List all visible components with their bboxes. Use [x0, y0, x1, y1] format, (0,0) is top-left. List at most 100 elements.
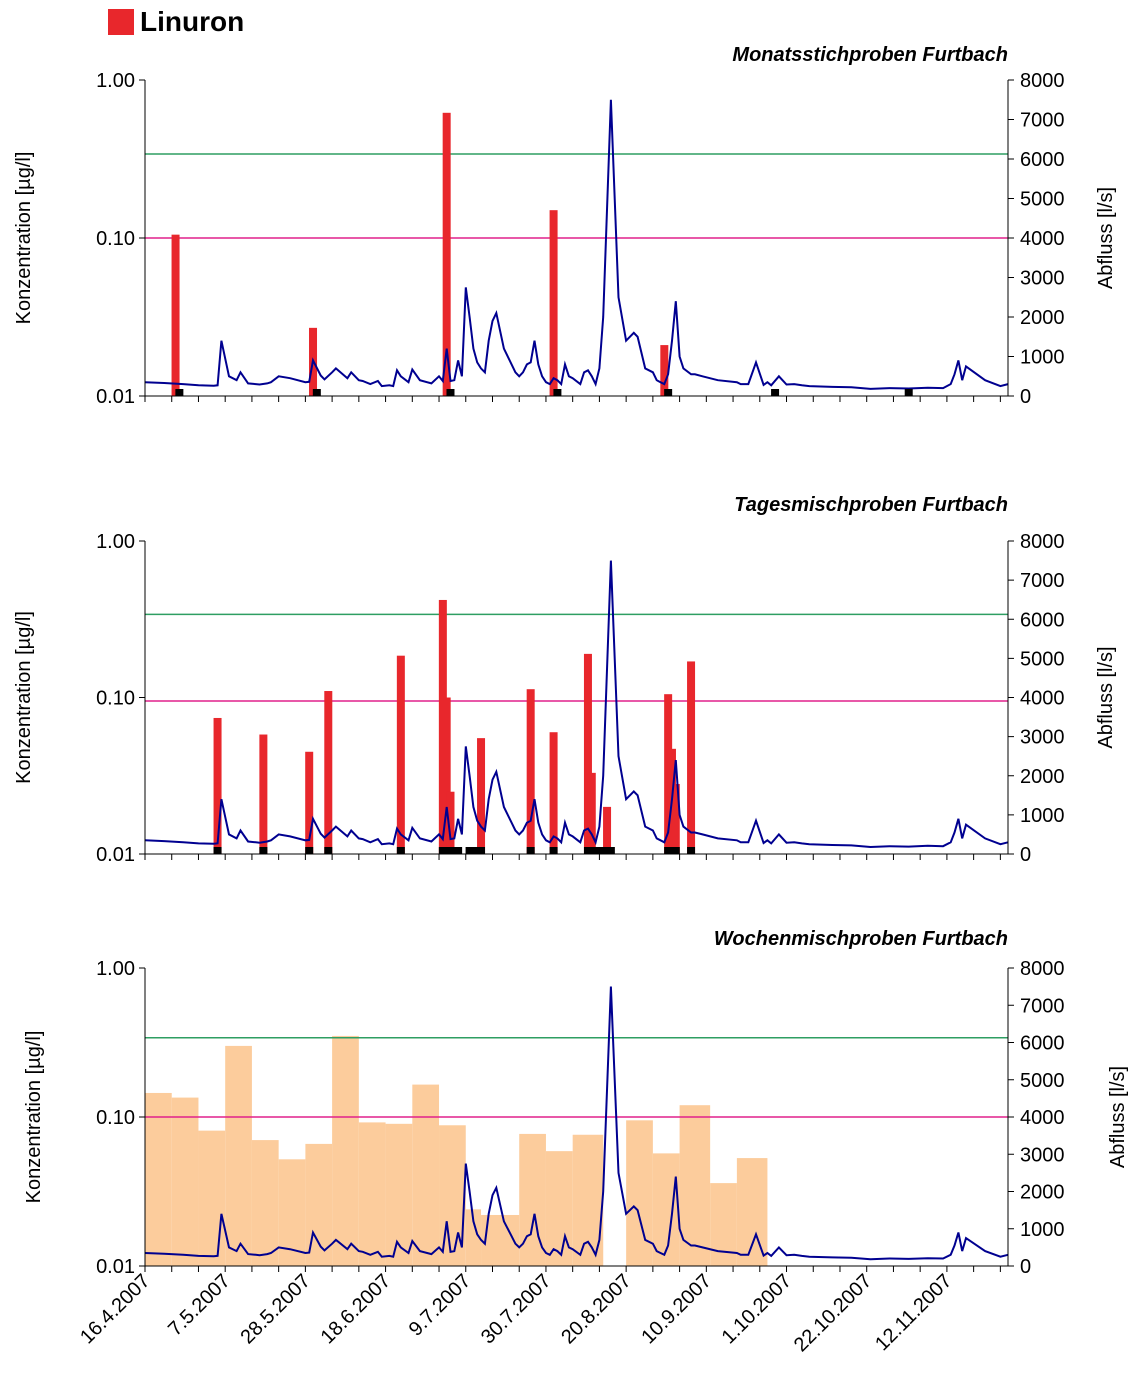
- concentration-bar: [603, 806, 612, 854]
- right-tick-label: 2000: [1020, 307, 1065, 329]
- sample-marker: [305, 847, 314, 854]
- x-tick-label: 22.10.2007: [790, 1270, 876, 1356]
- x-tick-label: 18.6.2007: [317, 1270, 395, 1348]
- concentration-bar: [549, 210, 558, 396]
- concentration-bar: [213, 717, 222, 854]
- left-tick-label: 0.01: [96, 1256, 135, 1278]
- sample-marker: [324, 847, 333, 854]
- sample-marker: [446, 389, 455, 396]
- x-tick-label: 30.7.2007: [477, 1270, 555, 1348]
- panel-title: Wochenmischproben Furtbach: [714, 928, 1008, 950]
- x-tick-label: 7.5.2007: [164, 1270, 235, 1341]
- flow-line: [144, 99, 1009, 390]
- right-tick-label: 0: [1020, 386, 1031, 408]
- x-tick-label: 16.4.2007: [76, 1270, 154, 1348]
- concentration-bar: [171, 234, 180, 396]
- concentration-bar: [324, 691, 333, 854]
- weekly-bar: [465, 1209, 482, 1266]
- weekly-bar: [679, 1105, 711, 1266]
- y2-axis-title: Abfluss [l/s]: [1095, 646, 1117, 748]
- concentration-bar: [660, 345, 669, 396]
- right-tick-label: 4000: [1020, 688, 1065, 710]
- right-tick-label: 0: [1020, 1256, 1031, 1278]
- x-tick-label: 28.5.2007: [236, 1270, 314, 1348]
- left-tick-label: 1.00: [96, 958, 135, 980]
- sample-marker: [771, 389, 780, 396]
- right-tick-label: 2000: [1020, 766, 1065, 788]
- right-tick-label: 5000: [1020, 648, 1065, 670]
- sample-marker: [904, 389, 913, 396]
- y2-axis-title: Abfluss [l/s]: [1107, 1066, 1129, 1168]
- weekly-bar: [652, 1153, 680, 1266]
- sample-marker: [213, 847, 222, 854]
- left-tick-label: 0.10: [96, 228, 135, 250]
- left-tick-label: 0.01: [96, 386, 135, 408]
- weekly-bar: [358, 1122, 386, 1266]
- weekly-bar: [251, 1140, 279, 1266]
- concentration-bar: [396, 655, 405, 854]
- weekly-bar: [626, 1120, 653, 1266]
- concentration-bar: [305, 751, 314, 854]
- right-tick-label: 5000: [1020, 189, 1065, 211]
- flow-line: [144, 986, 1009, 1261]
- right-tick-label: 3000: [1020, 268, 1065, 290]
- right-tick-label: 7000: [1020, 110, 1065, 132]
- right-tick-label: 8000: [1020, 958, 1065, 980]
- legend-swatch: [108, 9, 134, 35]
- concentration-bar: [259, 734, 268, 854]
- sample-marker: [477, 847, 486, 854]
- flow-line: [144, 560, 1009, 849]
- sample-marker: [671, 847, 680, 854]
- concentration-bar: [526, 689, 535, 854]
- sample-marker: [396, 847, 405, 854]
- right-tick-label: 7000: [1020, 570, 1065, 592]
- concentration-bar: [477, 738, 486, 854]
- y-axis-title: Konzentration [µg/l]: [23, 1031, 45, 1204]
- right-tick-label: 3000: [1020, 727, 1065, 749]
- sample-marker: [312, 389, 321, 396]
- right-tick-label: 1000: [1020, 1219, 1065, 1241]
- x-tick-label: 1.10.2007: [718, 1270, 796, 1348]
- left-tick-label: 0.01: [96, 844, 135, 866]
- sample-marker: [664, 389, 673, 396]
- sample-marker: [606, 847, 615, 854]
- weekly-bar: [412, 1084, 440, 1266]
- right-tick-label: 6000: [1020, 1033, 1065, 1055]
- right-tick-label: 6000: [1020, 609, 1065, 631]
- left-tick-label: 1.00: [96, 531, 135, 553]
- weekly-bar: [385, 1123, 413, 1266]
- x-tick-label: 12.11.2007: [871, 1270, 956, 1355]
- left-tick-label: 1.00: [96, 70, 135, 92]
- right-tick-label: 5000: [1020, 1070, 1065, 1092]
- x-tick-label: 9.7.2007: [405, 1270, 476, 1341]
- legend-label: Linuron: [140, 6, 245, 37]
- right-tick-label: 0: [1020, 844, 1031, 866]
- panel-title: Tagesmischproben Furtbach: [734, 494, 1008, 516]
- y-axis-title: Konzentration [µg/l]: [13, 152, 35, 325]
- right-tick-label: 4000: [1020, 1107, 1065, 1129]
- concentration-bar: [549, 732, 558, 854]
- sample-marker: [687, 847, 696, 854]
- concentration-bar: [442, 697, 451, 854]
- sample-marker: [549, 847, 558, 854]
- y-axis-title: Konzentration [µg/l]: [13, 611, 35, 784]
- x-tick-label: 10.9.2007: [637, 1270, 715, 1348]
- concentration-bar: [446, 791, 455, 854]
- sample-marker: [553, 389, 562, 396]
- legend: Linuron: [108, 4, 244, 40]
- right-tick-label: 4000: [1020, 228, 1065, 250]
- weekly-bar: [145, 1092, 172, 1266]
- sample-marker: [454, 847, 463, 854]
- right-tick-label: 8000: [1020, 70, 1065, 92]
- concentration-bar: [583, 653, 592, 854]
- right-tick-label: 8000: [1020, 531, 1065, 553]
- sample-marker: [259, 847, 268, 854]
- weekly-bar: [198, 1130, 226, 1266]
- weekly-bar: [545, 1151, 573, 1266]
- right-tick-label: 2000: [1020, 1182, 1065, 1204]
- weekly-bar: [332, 1035, 359, 1266]
- right-tick-label: 3000: [1020, 1144, 1065, 1166]
- panel-title: Monatsstichproben Furtbach: [732, 44, 1008, 66]
- right-tick-label: 6000: [1020, 149, 1065, 171]
